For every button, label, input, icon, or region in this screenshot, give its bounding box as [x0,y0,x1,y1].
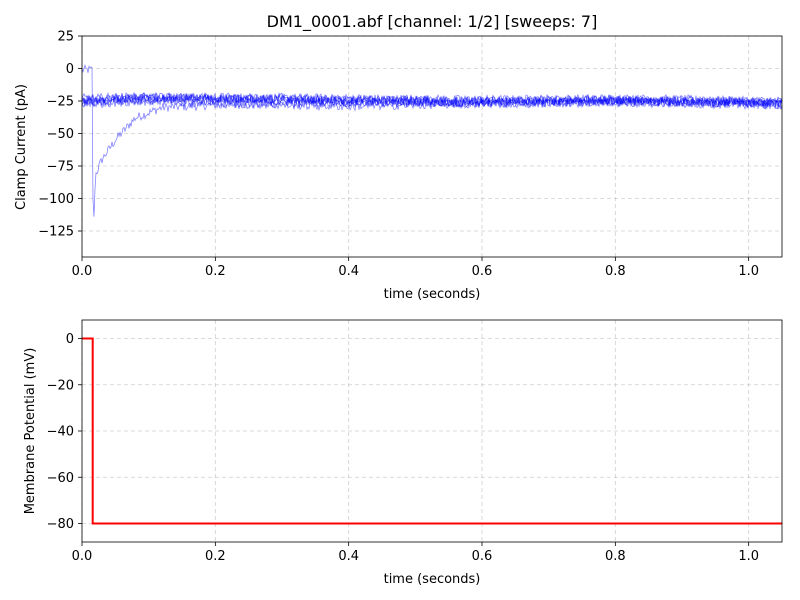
axes-frame [81,35,783,258]
x-tick-label: 0.2 [205,264,226,279]
y-tick-label: −125 [38,225,74,240]
x-tick-label: 0.2 [205,549,226,564]
x-tick-label: 0.4 [338,549,359,564]
x-tick-label: 1.0 [738,549,759,564]
y-tick-label: 25 [57,30,74,45]
y-tick-label: −100 [38,192,74,207]
x-tick-label: 0.4 [338,264,359,279]
x-tick-label: 0.0 [72,264,93,279]
y-tick-label: 0 [66,62,74,77]
x-tick-label: 0.8 [605,549,626,564]
chart-title: DM1_0001.abf [channel: 1/2] [sweeps: 7] [267,12,598,32]
y-tick-label: −25 [47,95,74,110]
y-tick-label: −60 [47,471,74,486]
traces [82,64,782,217]
ticks: 0.0 0.2 0.4 0.6 0.8 1.0 0 −20 −40 −60 −80 [47,332,759,564]
x-tick-label: 1.0 [738,264,759,279]
y-axis-label: Clamp Current (pA) [14,84,29,210]
x-tick-label: 0.0 [72,549,93,564]
x-axis-label: time (seconds) [384,572,481,587]
clamp-current-chart: DM1_0001.abf [channel: 1/2] [sweeps: 7] … [14,12,783,302]
y-tick-label: −40 [47,425,74,440]
sweep-trace [82,94,782,112]
x-tick-label: 0.6 [472,264,493,279]
y-tick-label: −75 [47,160,74,175]
command-trace [82,337,782,525]
y-tick-label: 0 [66,332,74,347]
y-tick-label: −80 [47,517,74,532]
membrane-potential-chart: 0.0 0.2 0.4 0.6 0.8 1.0 0 −20 −40 −60 −80 time (se… [23,319,783,587]
traces [82,337,782,525]
x-axis-label: time (seconds) [384,287,481,302]
x-tick-label: 0.8 [605,264,626,279]
y-tick-label: −50 [47,127,74,142]
x-tick-label: 0.6 [472,549,493,564]
y-axis-label: Membrane Potential (mV) [23,348,38,515]
y-tick-label: −20 [47,378,74,393]
ticks: 0.0 0.2 0.4 0.6 0.8 1.0 25 0 −25 −50 −75 −100 −125 [38,30,759,280]
